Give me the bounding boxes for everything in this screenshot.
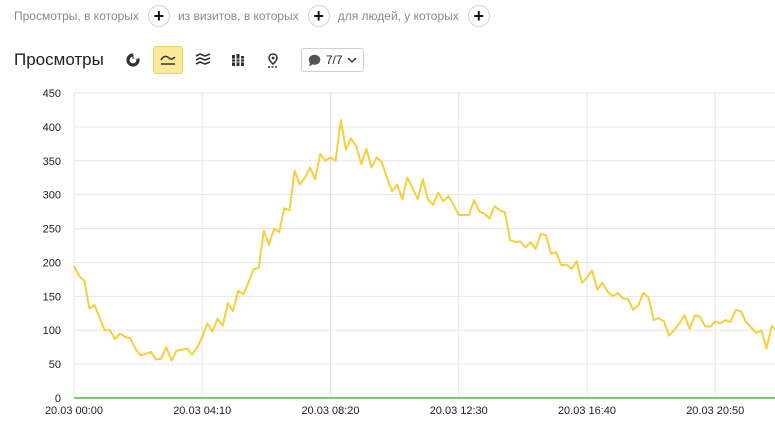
plus-icon: + bbox=[473, 5, 485, 26]
x-tick-label: 20.03 00:00 bbox=[45, 405, 103, 417]
bar-chart-button[interactable] bbox=[223, 46, 253, 74]
chart-title: Просмотры bbox=[14, 50, 104, 69]
add-people-condition-button[interactable]: + bbox=[467, 5, 490, 27]
plus-icon: + bbox=[313, 5, 324, 26]
y-tick-label: 450 bbox=[43, 88, 61, 100]
y-tick-label: 300 bbox=[43, 190, 61, 202]
pie-chart-icon bbox=[126, 53, 140, 67]
views-series-line bbox=[73, 119, 775, 362]
series-selector-dropdown[interactable]: 7/7 bbox=[300, 48, 364, 72]
x-tick-label: 20.03 08:20 bbox=[301, 405, 359, 417]
speech-bubble-icon bbox=[308, 54, 321, 66]
y-tick-label: 350 bbox=[43, 156, 61, 168]
y-tick-label: 200 bbox=[43, 257, 61, 269]
y-tick-label: 0 bbox=[55, 393, 61, 405]
y-tick-label: 100 bbox=[43, 325, 61, 337]
plus-icon: + bbox=[153, 5, 165, 26]
line-chart-icon bbox=[160, 55, 176, 65]
y-tick-label: 50 bbox=[49, 359, 61, 371]
x-tick-label: 20.03 04:10 bbox=[173, 405, 231, 417]
x-tick-label: 20.03 20:50 bbox=[686, 405, 744, 417]
y-tick-label: 250 bbox=[43, 224, 61, 236]
series-count: 7/7 bbox=[325, 53, 343, 67]
add-visits-condition-button[interactable]: + bbox=[307, 5, 330, 27]
y-tick-label: 400 bbox=[43, 122, 61, 134]
add-views-condition-button[interactable]: + bbox=[147, 5, 170, 27]
views-line-chart: 0 50 100 150 200 250 300 350 400 450 20.03 00:00 20… bbox=[43, 88, 775, 417]
segment-filter-bar: Просмотры, в которых + из визитов, в кот… bbox=[14, 3, 498, 29]
x-tick-label: 20.03 12:30 bbox=[430, 405, 488, 417]
bar-chart-icon bbox=[231, 54, 244, 66]
map-button[interactable] bbox=[258, 46, 288, 74]
map-pin-icon bbox=[267, 52, 278, 68]
filter-label-people: для людей, у которых bbox=[337, 9, 459, 23]
pie-chart-button[interactable] bbox=[118, 46, 148, 74]
y-tick-label: 150 bbox=[43, 291, 61, 303]
area-chart-button[interactable] bbox=[188, 46, 218, 74]
line-chart-button[interactable] bbox=[152, 46, 183, 74]
chevron-down-icon bbox=[347, 57, 357, 63]
area-chart-icon bbox=[195, 53, 211, 65]
chart-toolbar: Просмотры bbox=[14, 45, 364, 75]
filter-label-visits: из визитов, в которых bbox=[177, 9, 299, 23]
filter-label-views: Просмотры, в которых bbox=[14, 9, 139, 23]
x-tick-label: 20.03 16:40 bbox=[558, 405, 616, 417]
